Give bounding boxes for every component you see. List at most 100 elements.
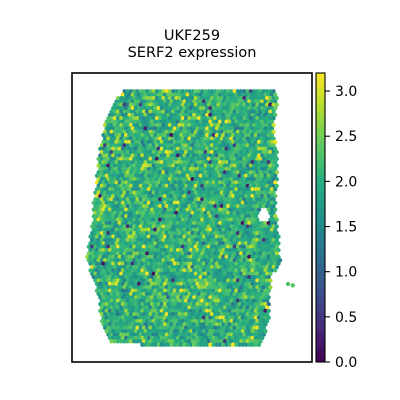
expression-spot bbox=[127, 180, 132, 185]
expression-spot bbox=[209, 183, 215, 189]
expression-spot bbox=[117, 153, 122, 158]
expression-spot bbox=[190, 244, 195, 249]
expression-spot bbox=[96, 170, 101, 175]
expression-spot bbox=[203, 89, 208, 94]
expression-spot bbox=[175, 146, 181, 151]
expression-spot bbox=[256, 119, 262, 124]
expression-spot bbox=[177, 95, 182, 101]
expression-spot bbox=[91, 207, 96, 212]
expression-spot bbox=[266, 153, 271, 158]
expression-spot bbox=[127, 133, 132, 138]
expression-spot bbox=[109, 285, 114, 290]
expression-spot bbox=[127, 166, 132, 172]
expression-spot bbox=[154, 89, 160, 94]
expression-spot bbox=[217, 133, 223, 138]
expression-spot bbox=[219, 136, 224, 141]
expression-spot bbox=[164, 231, 169, 236]
expression-spot bbox=[111, 288, 116, 293]
expression-spot bbox=[242, 109, 247, 114]
expression-spot bbox=[171, 136, 176, 141]
expression-spot bbox=[258, 224, 263, 229]
expression-spot bbox=[164, 163, 169, 168]
expression-spot bbox=[124, 234, 129, 239]
expression-spot bbox=[179, 241, 184, 246]
expression-spot bbox=[234, 214, 239, 219]
expression-spot bbox=[248, 143, 254, 148]
expression-spot bbox=[195, 308, 200, 314]
expression-spot bbox=[148, 271, 153, 276]
expression-spot bbox=[217, 295, 223, 300]
expression-spot bbox=[264, 102, 270, 107]
expression-spot bbox=[268, 102, 273, 107]
expression-spot bbox=[216, 210, 221, 216]
expression-spot bbox=[169, 153, 174, 158]
expression-spot bbox=[206, 197, 211, 202]
expression-spot bbox=[226, 278, 231, 283]
expression-spot bbox=[234, 180, 239, 185]
expression-spot bbox=[111, 166, 116, 172]
expression-spot bbox=[180, 217, 186, 222]
expression-spot bbox=[115, 251, 121, 256]
expression-spot bbox=[179, 254, 184, 260]
expression-spot bbox=[273, 200, 278, 205]
expression-spot bbox=[245, 251, 250, 256]
expression-spot bbox=[99, 177, 105, 182]
expression-spot bbox=[188, 268, 194, 273]
expression-spot bbox=[208, 146, 213, 151]
expression-spot bbox=[183, 258, 189, 263]
expression-spot bbox=[120, 180, 126, 185]
expression-spot bbox=[91, 261, 96, 266]
expression-spot bbox=[127, 241, 132, 246]
expression-spot bbox=[172, 200, 177, 205]
expression-spot bbox=[106, 244, 111, 249]
expression-spot bbox=[263, 146, 268, 151]
expression-spot bbox=[208, 153, 213, 158]
expression-spot bbox=[248, 237, 254, 243]
expression-spot bbox=[156, 227, 161, 232]
expression-spot bbox=[229, 109, 234, 114]
expression-spot bbox=[195, 92, 200, 97]
expression-spot bbox=[114, 241, 119, 246]
expression-spot bbox=[243, 99, 249, 104]
expression-spot bbox=[169, 112, 174, 118]
expression-spot bbox=[158, 244, 163, 249]
expression-spot bbox=[243, 227, 249, 232]
expression-spot bbox=[224, 234, 229, 239]
expression-spot bbox=[188, 308, 194, 314]
expression-spot bbox=[153, 187, 158, 192]
expression-spot bbox=[258, 170, 263, 175]
expression-spot bbox=[179, 322, 184, 327]
expression-spot bbox=[195, 119, 200, 124]
expression-spot bbox=[180, 251, 186, 256]
expression-spot bbox=[99, 237, 105, 243]
expression-spot bbox=[127, 119, 132, 124]
expression-spot bbox=[182, 193, 187, 199]
expression-spot bbox=[154, 210, 160, 216]
expression-spot bbox=[154, 197, 160, 202]
expression-spot bbox=[260, 200, 265, 205]
expression-spot bbox=[149, 153, 155, 158]
expression-spot bbox=[107, 119, 113, 124]
expression-spot bbox=[174, 231, 179, 236]
expression-spot bbox=[167, 183, 173, 189]
expression-spot bbox=[237, 247, 242, 253]
expression-spot bbox=[162, 227, 168, 232]
expression-spot bbox=[174, 285, 179, 290]
expression-spot bbox=[122, 332, 127, 337]
expression-spot bbox=[146, 200, 152, 205]
expression-spot bbox=[250, 268, 255, 273]
expression-spot bbox=[224, 241, 229, 246]
expression-spot bbox=[252, 264, 257, 270]
expression-spot bbox=[140, 281, 145, 287]
expression-spot bbox=[183, 183, 189, 189]
expression-spot bbox=[239, 271, 244, 276]
expression-spot bbox=[140, 220, 145, 226]
expression-spot bbox=[93, 217, 98, 222]
expression-spot bbox=[222, 278, 228, 283]
expression-spot bbox=[198, 241, 203, 246]
expression-spot bbox=[195, 166, 200, 172]
expression-spot bbox=[159, 200, 164, 205]
expression-spot bbox=[135, 258, 140, 263]
expression-spot bbox=[226, 298, 231, 303]
expression-spot bbox=[232, 136, 237, 141]
